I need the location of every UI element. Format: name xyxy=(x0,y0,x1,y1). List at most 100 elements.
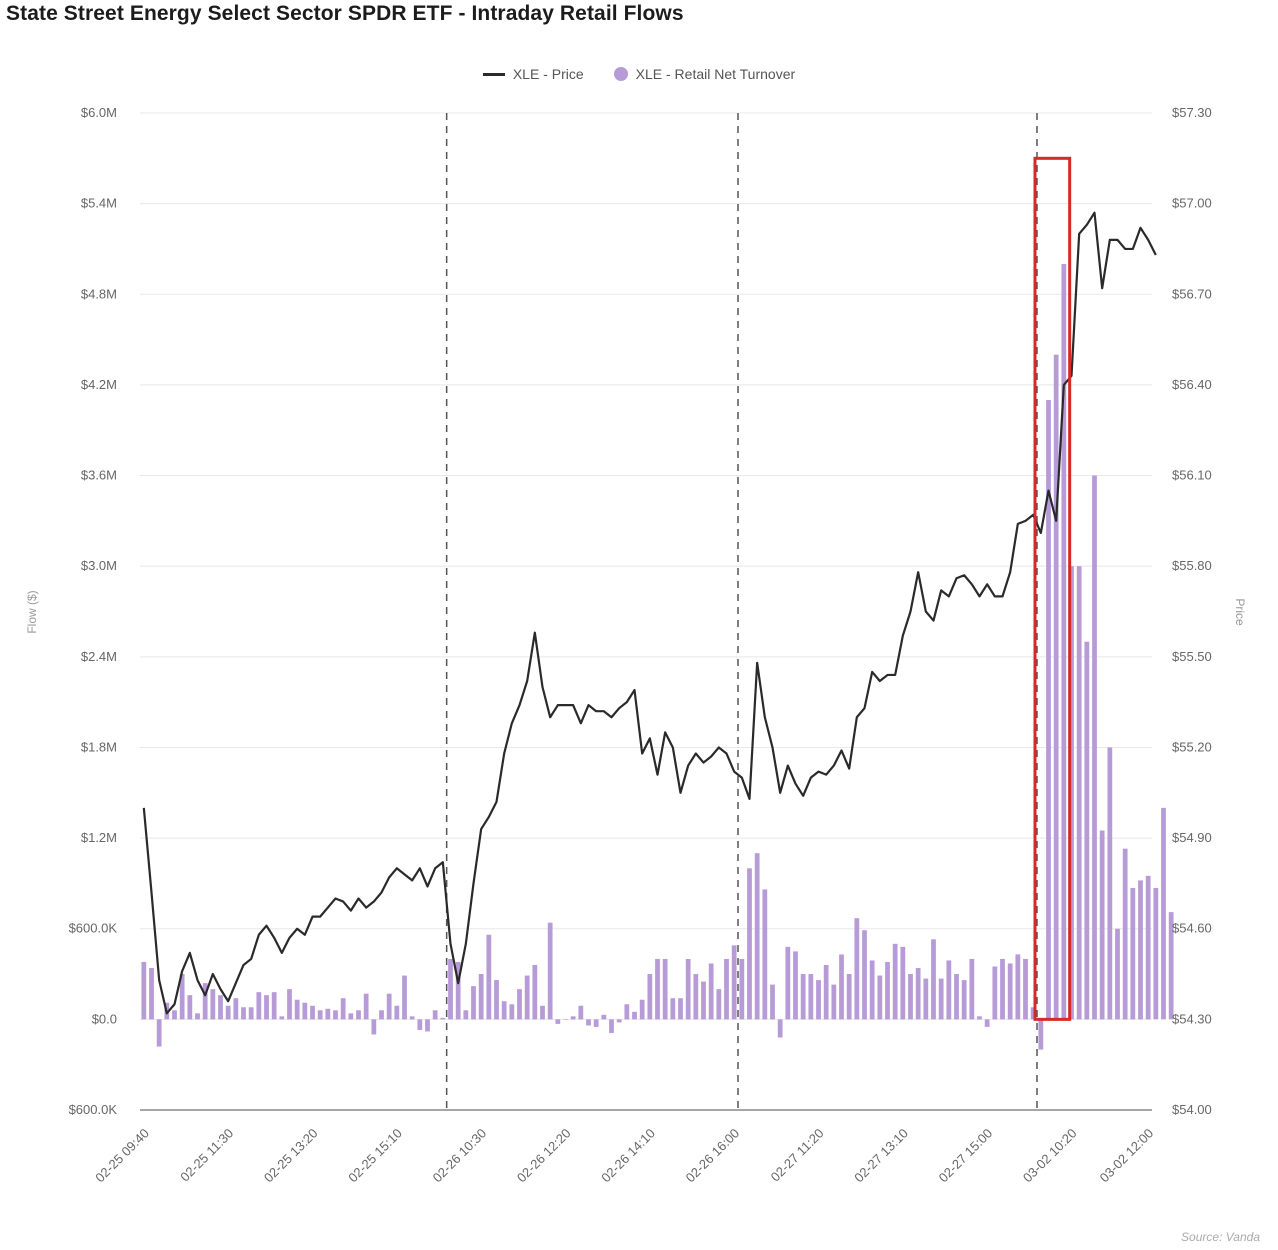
flow-bar xyxy=(793,951,798,1020)
right-axis-tick-label: $54.30 xyxy=(1172,1011,1212,1026)
flow-bar xyxy=(1107,747,1113,1020)
legend-dot-swatch xyxy=(613,67,628,81)
right-axis-tick-label: $56.70 xyxy=(1172,286,1212,301)
flow-bar xyxy=(555,1019,561,1024)
flow-bar xyxy=(877,975,883,1020)
flow-bar xyxy=(639,999,645,1020)
x-axis-labels: 02-25 09:40 02-25 11:30 02-25 13:20 02-25 1… xyxy=(92,1126,1156,1186)
flow-bar xyxy=(432,1010,438,1020)
flow-bar xyxy=(862,930,867,1020)
flow-bar xyxy=(678,998,683,1020)
flow-bar xyxy=(984,1019,990,1027)
flow-bar xyxy=(494,980,499,1020)
flow-bar xyxy=(808,974,814,1020)
right-axis-tick-label: $54.60 xyxy=(1172,921,1212,936)
flow-bar xyxy=(317,1010,323,1020)
left-axis-tick-label: $3.6M xyxy=(81,468,117,483)
flow-bar xyxy=(287,989,292,1020)
flow-bar xyxy=(532,964,538,1020)
flow-bar xyxy=(310,1005,315,1020)
flow-bar xyxy=(593,1019,599,1027)
flow-bar xyxy=(616,1019,622,1023)
flow-bar xyxy=(563,1019,568,1020)
right-axis-labels: $54.00 $54.30 $54.60 $54.90 $55.20 $55.50 $55.… xyxy=(1172,105,1212,1117)
flow-bar xyxy=(264,995,269,1020)
flow-bar xyxy=(1076,566,1082,1020)
legend-item-price[interactable]: XLE - Price xyxy=(482,66,584,82)
right-axis-tick-label: $56.10 xyxy=(1172,468,1212,483)
left-axis-tick-label: $600.0K xyxy=(69,921,118,936)
flow-bar xyxy=(524,975,530,1020)
flow-bar xyxy=(256,992,262,1020)
flow-bar xyxy=(1069,566,1074,1020)
flow-bar xyxy=(141,961,147,1020)
x-axis-tick-label: 02-26 10:30 xyxy=(430,1126,490,1186)
flow-bar xyxy=(655,958,660,1020)
legend-item-flow[interactable]: XLE - Retail Net Turnover xyxy=(613,66,796,82)
x-axis-tick-label: 02-26 14:10 xyxy=(598,1126,658,1186)
flow-bar xyxy=(1061,264,1067,1020)
flow-bar xyxy=(762,889,768,1020)
legend-label-price: XLE - Price xyxy=(512,66,584,82)
flow-bar xyxy=(1122,848,1128,1020)
flow-bar xyxy=(386,993,392,1020)
flow-bar xyxy=(333,1010,338,1020)
flow-bar xyxy=(961,980,967,1020)
x-axis-tick-label: 02-27 15:00 xyxy=(936,1126,996,1186)
flow-bar xyxy=(570,1016,576,1020)
flow-bar xyxy=(915,968,921,1020)
flow-bar xyxy=(1000,958,1005,1020)
right-axis-title: Price xyxy=(1233,598,1247,626)
flow-bar xyxy=(977,1016,982,1020)
right-axis-tick-label: $54.00 xyxy=(1172,1102,1212,1117)
flow-bar xyxy=(701,981,706,1020)
left-axis-tick-label: $1.2M xyxy=(81,830,117,845)
flow-bar xyxy=(379,1010,384,1020)
flow-bar xyxy=(586,1019,591,1026)
x-axis-tick-label: 02-25 13:20 xyxy=(261,1126,321,1186)
price-line-group xyxy=(142,211,1157,1015)
legend-label-flow: XLE - Retail Net Turnover xyxy=(635,66,796,82)
flow-bar xyxy=(670,998,676,1020)
x-axis-tick-label: 03-02 12:00 xyxy=(1097,1126,1157,1186)
flow-bar xyxy=(632,1011,637,1020)
flow-bar xyxy=(271,992,277,1020)
left-axis-title: Flow ($) xyxy=(25,590,39,633)
flow-bar xyxy=(371,1019,377,1035)
flow-bar xyxy=(1138,880,1143,1020)
right-axis-tick-label: $57.00 xyxy=(1172,196,1212,211)
flow-bar xyxy=(731,945,737,1020)
flow-bar xyxy=(279,1016,285,1020)
flow-bar xyxy=(770,984,775,1020)
flow-bar xyxy=(777,1019,783,1038)
flow-bar xyxy=(724,958,729,1020)
left-axis-tick-label: $5.4M xyxy=(81,196,117,211)
flow-bar xyxy=(1168,912,1174,1020)
flow-bar xyxy=(233,998,239,1020)
flow-bar xyxy=(440,1017,446,1020)
flow-bar xyxy=(509,1004,515,1020)
flow-bar xyxy=(1053,354,1059,1020)
flow-bar xyxy=(1099,830,1105,1020)
flow-bar xyxy=(225,1005,231,1020)
flow-bar xyxy=(601,1014,607,1020)
flow-bar xyxy=(1023,958,1028,1020)
x-axis-tick-label: 03-02 10:20 xyxy=(1020,1126,1080,1186)
x-axis-tick-label: 02-25 15:10 xyxy=(345,1126,405,1186)
highlight-box xyxy=(1033,156,1072,1021)
flow-bar xyxy=(179,974,185,1020)
flow-bar xyxy=(1030,1007,1036,1020)
flow-bar xyxy=(869,960,875,1020)
flow-bar xyxy=(402,975,407,1020)
session-break-lines xyxy=(445,113,1038,1110)
x-axis-tick-label: 02-27 13:10 xyxy=(851,1126,911,1186)
left-axis-tick-label: $2.4M xyxy=(81,649,117,664)
flow-bar xyxy=(302,1002,308,1020)
flow-bar xyxy=(1145,875,1151,1020)
flow-bar xyxy=(816,980,821,1020)
flow-bar xyxy=(823,964,829,1020)
flow-bar xyxy=(478,974,484,1020)
flow-bar xyxy=(754,853,760,1020)
left-axis-tick-label: $600.0K xyxy=(69,1102,118,1117)
